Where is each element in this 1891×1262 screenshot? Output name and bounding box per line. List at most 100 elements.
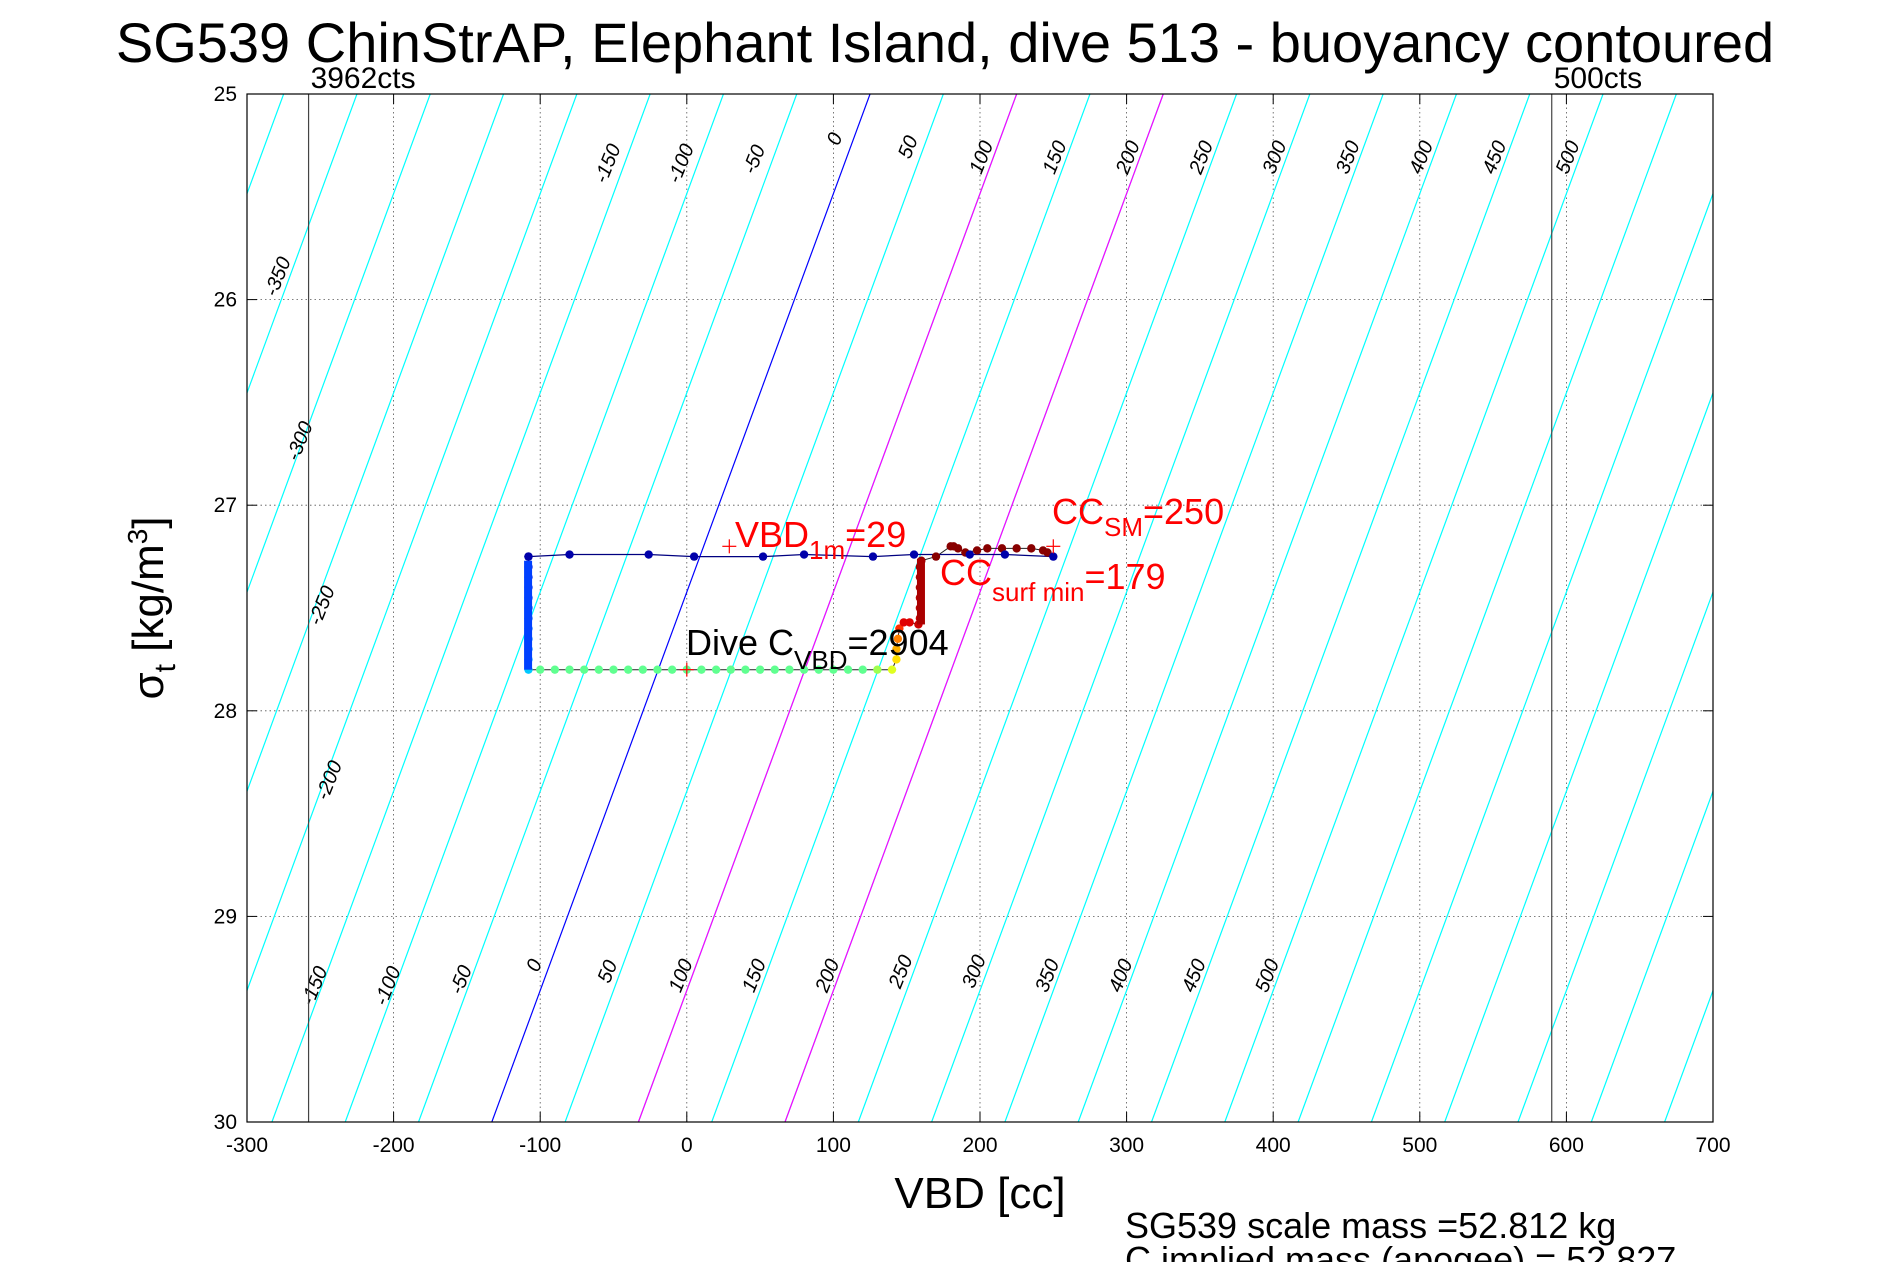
contour-label: 150	[1039, 138, 1072, 177]
profile-point	[887, 665, 897, 674]
profile-point	[799, 665, 809, 674]
profile-point	[965, 550, 974, 559]
contour-lines	[0, 94, 1891, 1122]
x-axis-label: VBD [cc]	[894, 1169, 1065, 1218]
contour-label: -350	[260, 254, 295, 299]
y-tick-label: 28	[214, 700, 237, 723]
contour-label: 250	[884, 952, 917, 992]
climb-bar	[916, 558, 925, 625]
contour-line	[417, 94, 798, 1122]
contour-label: -50	[446, 962, 477, 997]
contour-label: 250	[1185, 138, 1218, 178]
contour-label: 450	[1478, 138, 1511, 177]
dive-cvbd-annotation: Dive CVBD=2904	[686, 622, 949, 675]
profile-point	[770, 665, 779, 674]
profile-point	[689, 552, 699, 561]
profile-point	[893, 634, 903, 644]
contour-label: 500	[1251, 956, 1284, 995]
contour-label: 50	[894, 133, 923, 162]
profile-point	[653, 665, 662, 674]
contour-label: 300	[958, 952, 991, 991]
profile-point	[1000, 550, 1010, 559]
implied-mass-rest: implied mass (apogee) = 52.827	[1151, 1239, 1676, 1262]
contour-label: 200	[1112, 138, 1145, 178]
profile-point	[623, 665, 633, 674]
profile-point	[858, 665, 867, 674]
contour-label: 500	[1552, 138, 1585, 177]
vbd-1m-value: =29	[845, 514, 906, 555]
contour-line	[271, 94, 651, 1122]
profile-point	[814, 665, 823, 674]
profile-point	[697, 665, 706, 674]
limit-lines: 3962cts 500cts	[307, 62, 1642, 1122]
cc-surf-sub: surf min	[992, 577, 1084, 607]
contour-label: 100	[665, 956, 698, 995]
dive-profile	[524, 542, 1058, 674]
x-tick-label: 600	[1549, 1134, 1584, 1157]
profile-point	[667, 665, 677, 674]
descent-bar	[524, 560, 533, 670]
grid-lines	[247, 94, 1713, 1122]
contour-label: 300	[1259, 138, 1292, 177]
cc-sm-value: =250	[1143, 491, 1224, 532]
profile-point	[953, 544, 963, 553]
cc-surf-main: CC	[940, 552, 992, 593]
profile-point	[644, 550, 653, 559]
contour-line	[1077, 94, 1458, 1122]
contour-line	[1885, 94, 1891, 1122]
profile-point	[594, 665, 604, 674]
implied-mass-main: C	[1125, 1239, 1151, 1262]
profile-point	[758, 552, 768, 561]
reference-markers	[679, 539, 1061, 677]
magenta-line	[784, 94, 1164, 1122]
contour-label: -150	[590, 141, 625, 186]
profile-point	[1027, 544, 1036, 553]
profile-point	[983, 544, 992, 553]
x-tick-label: 0	[681, 1134, 693, 1157]
profile-point	[843, 665, 853, 674]
profile-point	[741, 665, 750, 674]
contour-line	[1811, 94, 1891, 1122]
contour-line	[1224, 94, 1604, 1122]
profile-point	[909, 550, 919, 559]
contour-line	[1370, 191, 1713, 1122]
chart-title: SG539 ChinStrAP, Elephant Island, dive 5…	[116, 11, 1774, 74]
profile-point	[873, 665, 882, 674]
contour-line	[491, 94, 871, 1122]
profile-point	[524, 552, 533, 561]
magenta-line	[637, 94, 1018, 1122]
contour-label: -100	[370, 963, 405, 1008]
profile-point	[931, 552, 941, 561]
cc-sm-sub: SM	[1104, 512, 1143, 542]
profile-point	[726, 665, 735, 674]
contour-label: 200	[811, 956, 844, 996]
contour-line	[247, 94, 578, 993]
vbd-1m-sub: 1m	[809, 535, 845, 565]
contour-label: -200	[312, 758, 347, 803]
profile-point	[829, 665, 838, 674]
contour-line	[931, 94, 1311, 1122]
scale-mass-text: SG539 scale mass =52.812 kg	[1125, 1205, 1616, 1246]
limit-line-label: 3962cts	[311, 62, 416, 95]
profile-point	[638, 665, 648, 674]
x-tick-label: -100	[519, 1134, 561, 1157]
contour-label: 50	[594, 957, 623, 986]
profile-point	[1012, 544, 1021, 553]
profile-point	[799, 550, 809, 559]
vbd-1m-main: VBD	[735, 514, 809, 555]
y-tick-label: 26	[214, 289, 237, 312]
contour-label: -100	[664, 141, 699, 186]
y-axis-ticks: 25 26 27 28 29 30	[214, 83, 1713, 1134]
y-tick-label: 30	[214, 1111, 237, 1134]
profile-point	[972, 546, 982, 555]
limit-line-label: 500cts	[1554, 62, 1642, 95]
contour-line	[857, 94, 1238, 1122]
contour-line	[1150, 94, 1531, 1122]
x-tick-label: 700	[1695, 1134, 1730, 1157]
profile-point	[755, 665, 765, 674]
x-tick-label: -300	[226, 1134, 268, 1157]
contour-line	[344, 94, 725, 1122]
contour-line	[0, 94, 137, 1122]
contour-label: 450	[1178, 956, 1211, 995]
